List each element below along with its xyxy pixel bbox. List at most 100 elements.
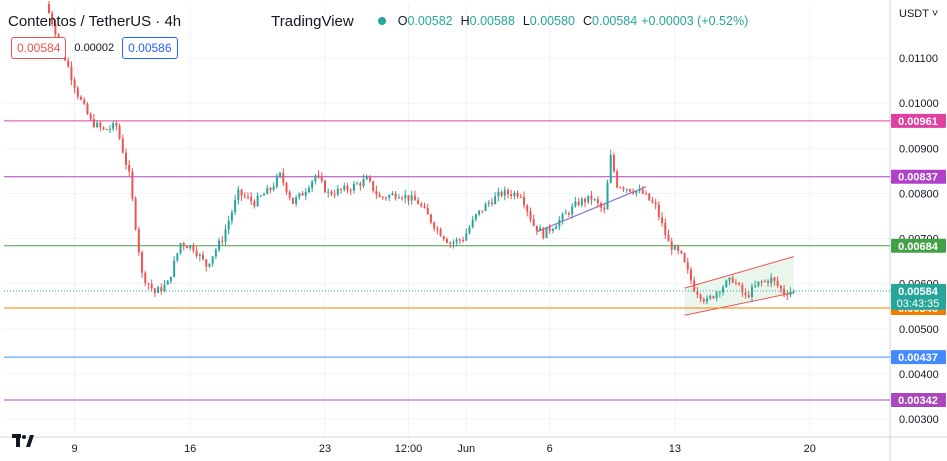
candle-body <box>134 198 137 229</box>
candle-body <box>150 284 153 289</box>
candle-body <box>105 129 108 131</box>
candle-body <box>285 182 288 193</box>
candle-body <box>734 282 737 284</box>
candle-body <box>89 114 92 120</box>
candle-body <box>282 172 285 183</box>
buy-button[interactable]: 0.00586 <box>122 37 178 59</box>
candle-body <box>76 88 79 97</box>
level-price-tag: 0.00684 <box>898 241 939 253</box>
candle-body <box>596 199 599 204</box>
candle-body <box>474 214 477 220</box>
candle-body <box>176 253 179 261</box>
candle-body <box>539 228 542 231</box>
candle-body <box>298 193 301 198</box>
candle-body <box>420 204 423 206</box>
y-tick-label: 0.01100 <box>899 53 938 65</box>
candle-body <box>141 252 144 273</box>
candle-body <box>452 242 455 244</box>
candle-body <box>218 240 221 250</box>
level-price-tag-bg <box>891 350 946 365</box>
candle-body <box>446 239 448 243</box>
candle-body <box>240 189 243 196</box>
candle-body <box>243 195 246 197</box>
candle-body <box>83 99 86 104</box>
candle-body <box>73 79 76 89</box>
candle-body <box>455 239 458 243</box>
candle-body <box>214 249 217 257</box>
candle-body <box>279 172 282 177</box>
candle-body <box>202 254 205 260</box>
candle-body <box>535 225 538 231</box>
candle-body <box>523 196 526 206</box>
candle-body <box>108 128 111 130</box>
quote-panel: 0.00584 0.00002 0.00586 <box>11 37 178 59</box>
candle-body <box>725 280 728 288</box>
candle-body <box>706 298 709 302</box>
candle-body <box>230 212 233 221</box>
candle-body <box>487 202 490 205</box>
candle-body <box>747 295 750 298</box>
candle-body <box>327 191 330 193</box>
candle-body <box>67 60 70 67</box>
channel-lower-line <box>684 292 794 316</box>
candle-body <box>564 213 567 215</box>
candle-body <box>436 228 439 230</box>
change-value: +0.00003 (+0.52%) <box>641 14 749 28</box>
candle-body <box>250 196 253 202</box>
y-tick-label: 0.00800 <box>899 188 939 200</box>
candle-body <box>738 283 741 285</box>
candle-body <box>99 122 102 128</box>
candle-body <box>404 195 407 199</box>
x-tick-label: 13 <box>669 443 681 455</box>
candle-body <box>182 243 185 247</box>
candle-body <box>689 269 692 281</box>
candle-body <box>118 125 121 139</box>
y-tick-label: 0.00400 <box>899 369 939 381</box>
candle-body <box>754 285 757 287</box>
countdown-label: 03:43:35 <box>897 298 940 310</box>
candle-body <box>506 190 509 195</box>
candle-body <box>696 291 699 295</box>
y-tick-label: 0.00900 <box>899 143 939 155</box>
candle-body <box>638 189 641 192</box>
candle-body <box>654 202 657 205</box>
close-value: 0.00584 <box>592 14 638 28</box>
candle-body <box>600 203 603 208</box>
candle-body <box>227 220 230 230</box>
candle-body <box>773 277 776 281</box>
candle-body <box>423 205 426 208</box>
candle-body <box>221 240 224 242</box>
y-tick-label: 0.00500 <box>899 324 939 336</box>
candle-body <box>291 197 294 204</box>
level-price-tag: 0.00342 <box>898 395 938 407</box>
candle-body <box>166 280 169 285</box>
candle-body <box>397 197 400 199</box>
symbol-title[interactable]: Contentos / TetherUS · 4h <box>8 12 182 30</box>
candle-body <box>651 200 654 203</box>
candle-body <box>346 185 349 191</box>
candle-body <box>51 13 54 25</box>
candle-body <box>458 239 461 241</box>
candle-body <box>664 222 667 235</box>
candle-body <box>567 213 570 215</box>
candle-body <box>211 256 214 264</box>
candle-body <box>770 277 773 284</box>
candle-body <box>728 277 731 281</box>
candle-body <box>551 229 554 231</box>
candle-body <box>606 182 609 210</box>
candle-body <box>449 242 452 244</box>
candle-body <box>699 294 702 299</box>
currency-selector[interactable]: USDT ˅ <box>899 8 938 20</box>
candle-body <box>442 236 445 240</box>
candle-body <box>532 219 535 226</box>
candle-body <box>519 196 522 198</box>
candle-body <box>625 189 628 191</box>
channel-fill <box>684 256 794 316</box>
sell-button[interactable]: 0.00584 <box>11 37 67 59</box>
candle-body <box>558 219 561 227</box>
last-price-tag: 0.00584 <box>898 286 939 298</box>
candle-body <box>388 195 391 198</box>
candle-body <box>259 195 262 197</box>
candle-body <box>301 193 304 196</box>
